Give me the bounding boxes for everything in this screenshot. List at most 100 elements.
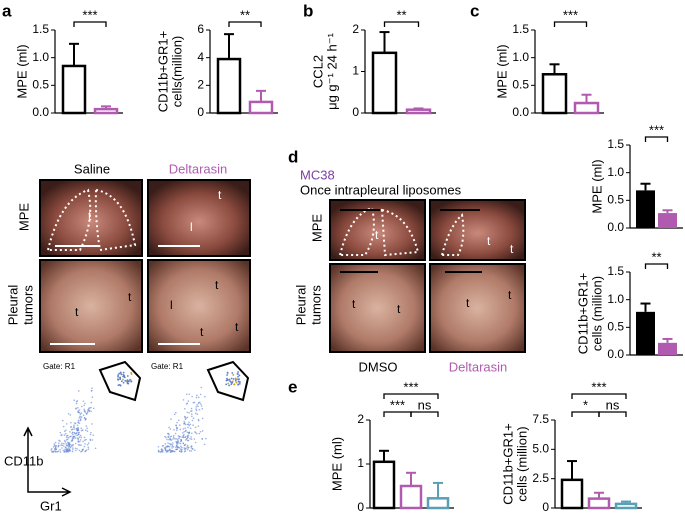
cytometry-dot xyxy=(80,436,83,439)
cytometry-dot xyxy=(172,442,174,444)
y-tick-label: 1.0 xyxy=(607,165,624,179)
cytometry-dot xyxy=(237,373,239,376)
cytometry-dot xyxy=(187,423,190,426)
bar xyxy=(636,311,655,355)
cytometry-dot xyxy=(168,434,170,436)
cytometry-dot xyxy=(188,421,190,424)
cytometry-dot xyxy=(83,408,85,411)
cytometry-dot xyxy=(228,384,230,387)
cytometry-dot xyxy=(186,411,189,414)
bar xyxy=(405,108,432,115)
row-label: Pleural xyxy=(293,285,308,326)
photo xyxy=(429,263,526,353)
axis-label: Gr1 xyxy=(40,498,62,513)
cytometry-dot xyxy=(179,450,181,453)
cytometry-dot xyxy=(60,444,62,446)
cytometry-dot xyxy=(71,444,74,447)
cytometry-dot xyxy=(201,437,204,440)
cytometry-dot xyxy=(61,442,63,445)
cytometry-dot xyxy=(182,435,185,438)
cytometry-dot xyxy=(83,439,86,442)
photo-mark: t xyxy=(128,290,132,304)
cytometry-dot xyxy=(54,441,57,444)
cytometry-dot xyxy=(158,450,160,453)
cytometry-dot xyxy=(197,402,200,404)
photo-mark: t xyxy=(75,305,79,319)
bar xyxy=(93,107,119,115)
cytometry-dot xyxy=(84,429,87,431)
cytometry-dot xyxy=(185,438,188,440)
cytometry-dot xyxy=(58,442,60,444)
cytometry-dot xyxy=(169,444,172,446)
y-axis-label: MPE (ml) xyxy=(14,44,29,98)
cytometry-dot xyxy=(78,440,81,443)
photo-mark: t xyxy=(235,320,239,334)
cytometry-dot xyxy=(180,445,182,448)
cytometry-dot xyxy=(194,426,197,429)
axis-arrows xyxy=(23,426,72,497)
cytometry-dot xyxy=(188,424,191,427)
cytometry-dot xyxy=(75,434,77,436)
cytometry-dot xyxy=(176,427,178,430)
cytometry-dot xyxy=(73,399,76,402)
cytometry-dot xyxy=(117,374,119,376)
photo-mark: t xyxy=(352,297,356,311)
panel-letter: a xyxy=(2,1,12,20)
cytometry-dot xyxy=(65,444,68,447)
cytometry-dot xyxy=(171,444,174,446)
cytometry-dot xyxy=(62,425,65,428)
cytometry-dot xyxy=(119,376,121,379)
cytometry-dot xyxy=(196,403,198,406)
cytometry-dot xyxy=(77,433,80,435)
panel-letter: e xyxy=(288,377,297,396)
bar xyxy=(658,342,677,355)
cytometry-dot xyxy=(174,437,176,440)
cytometry-dot xyxy=(66,438,69,441)
significance-bracket xyxy=(383,393,439,399)
cytometry-dot xyxy=(123,376,126,379)
cytometry-dot xyxy=(79,439,82,441)
cytometry-dot xyxy=(78,444,81,446)
cytometry-dot xyxy=(82,440,84,443)
cytometry-dot xyxy=(78,436,81,438)
cytometry-dot xyxy=(180,439,182,442)
cytometry-dot xyxy=(237,383,240,386)
cytometry-dot xyxy=(74,422,77,425)
cytometry-dot xyxy=(157,445,160,448)
cytometry-dot xyxy=(195,396,198,399)
cytometry-dot xyxy=(77,431,80,434)
cytometry-dot xyxy=(72,448,74,451)
cytometry-dot xyxy=(175,445,178,447)
cytometry-dot xyxy=(88,407,90,410)
cytometry-dot xyxy=(59,431,62,434)
cytometry-dot xyxy=(184,443,187,446)
y-tick-label: 1.0 xyxy=(607,292,624,306)
row-label: MPE xyxy=(309,214,324,243)
photo-mark: t xyxy=(466,296,470,310)
cytometry-dot xyxy=(56,451,59,453)
bar xyxy=(541,73,568,115)
column-label: Deltarasin xyxy=(449,359,508,374)
cytometry-dot xyxy=(79,413,82,416)
cytometry-dot xyxy=(67,447,70,449)
cytometry-dot xyxy=(55,448,57,450)
cytometry-dot xyxy=(72,433,74,436)
cytometry-dot xyxy=(194,449,196,452)
significance-bracket xyxy=(228,21,262,27)
bar xyxy=(248,100,274,115)
significance-label: ns xyxy=(606,397,620,412)
cytometry-dot xyxy=(62,442,65,445)
cytometry-dot xyxy=(199,430,202,433)
cytometry-dot xyxy=(162,444,165,447)
cytometry-dot xyxy=(186,446,189,448)
y-axis-label: cells (million) xyxy=(514,426,529,501)
cytometry-dot xyxy=(201,430,204,432)
cytometry-dot xyxy=(55,450,58,453)
cytometry-dot xyxy=(65,443,67,445)
cytometry-dot xyxy=(61,434,63,436)
cytometry-dot xyxy=(234,379,237,382)
cytometry-dot xyxy=(172,450,175,453)
column-label: Deltarasin xyxy=(169,161,228,176)
cytometry-dot xyxy=(122,371,125,374)
cytometry-dot xyxy=(183,420,185,423)
